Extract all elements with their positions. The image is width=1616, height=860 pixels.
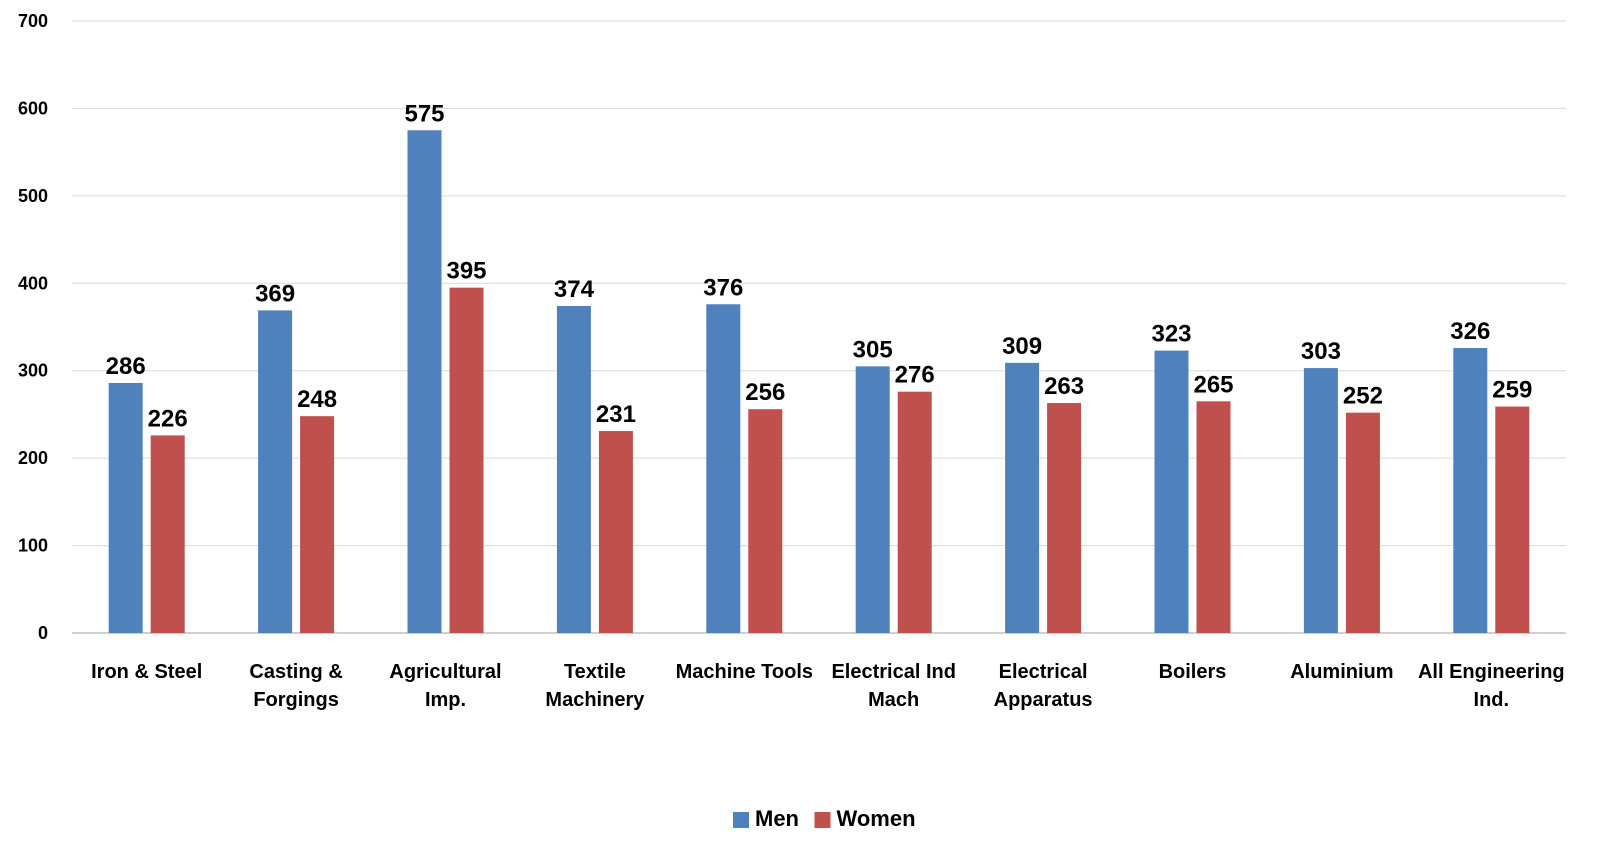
bar-men [1005, 362, 1040, 633]
bar-men [556, 306, 591, 633]
y-tick-label: 0 [38, 623, 48, 643]
bar-men [1303, 368, 1338, 633]
data-label-women: 263 [1044, 373, 1084, 400]
bar-men [1154, 350, 1189, 633]
x-tick-label: Aluminium [1290, 661, 1393, 683]
bar-men [1453, 347, 1488, 633]
legend: Men Women [733, 806, 916, 831]
x-tick-label: Electrical Ind Mach [831, 661, 956, 711]
x-tick-label: Machine Tools [676, 661, 813, 683]
data-label-women: 231 [596, 401, 636, 428]
x-tick-label: Textile Machinery [545, 661, 645, 711]
data-label-men: 326 [1450, 318, 1490, 345]
data-label-women: 395 [446, 258, 486, 285]
bar-men [855, 366, 890, 633]
data-label-men: 376 [703, 274, 743, 301]
y-tick-label: 700 [18, 11, 48, 31]
data-label-women: 252 [1343, 383, 1383, 410]
bar-women [897, 391, 932, 633]
data-label-men: 305 [853, 336, 893, 363]
x-tick-label: Electrical Apparatus [994, 661, 1093, 711]
y-tick-label: 300 [18, 361, 48, 381]
y-axis: 0 100 200 300 400 500 600 700 [18, 11, 48, 643]
bar-women [1495, 406, 1530, 633]
y-tick-label: 100 [18, 536, 48, 556]
x-tick-label: All Engineering Ind. [1418, 661, 1565, 711]
bar-women [598, 431, 633, 633]
bar-men [706, 304, 741, 633]
legend-label: Women [837, 806, 916, 831]
x-tick-label: Boilers [1159, 661, 1227, 683]
data-label-men: 323 [1151, 321, 1191, 348]
legend-swatch [814, 812, 831, 828]
bar-men [108, 382, 143, 633]
x-axis: Iron & Steel Casting & Forgings Agricultura… [91, 661, 1565, 711]
data-label-women: 265 [1193, 371, 1233, 398]
data-label-men: 374 [554, 276, 595, 303]
data-label-men: 575 [404, 100, 444, 127]
data-labels: 2862263692485753953742313762563052763092… [106, 100, 1533, 432]
data-label-men: 303 [1301, 338, 1341, 365]
data-label-men: 369 [255, 280, 295, 307]
x-tick-label: Agricultural Imp. [389, 661, 501, 711]
bar-women [1345, 412, 1380, 633]
data-label-women: 248 [297, 386, 337, 413]
y-tick-label: 500 [18, 186, 48, 206]
data-label-women: 276 [895, 362, 935, 389]
legend-item-women: Women [814, 806, 916, 831]
bar-men [258, 310, 293, 633]
bar-women [1047, 403, 1082, 633]
data-label-women: 226 [148, 405, 188, 432]
y-tick-label: 400 [18, 273, 48, 293]
bar-women [449, 287, 484, 633]
bar-women [150, 435, 185, 633]
data-label-women: 259 [1492, 377, 1532, 404]
data-label-men: 286 [106, 353, 146, 380]
bar-men [407, 130, 442, 634]
bar-women [748, 409, 783, 633]
x-tick-label: Casting & Forgings [249, 661, 342, 711]
data-label-men: 309 [1002, 333, 1042, 360]
bar-women [1196, 401, 1231, 633]
y-tick-label: 200 [18, 448, 48, 468]
legend-item-men: Men [733, 806, 799, 831]
x-tick-label: Iron & Steel [91, 661, 202, 683]
bar-women [300, 416, 335, 633]
data-label-women: 256 [745, 379, 785, 406]
bars [108, 130, 1530, 634]
y-tick-label: 600 [18, 98, 48, 118]
legend-swatch [733, 812, 749, 828]
gridlines [72, 20, 1566, 634]
legend-label: Men [755, 806, 799, 831]
